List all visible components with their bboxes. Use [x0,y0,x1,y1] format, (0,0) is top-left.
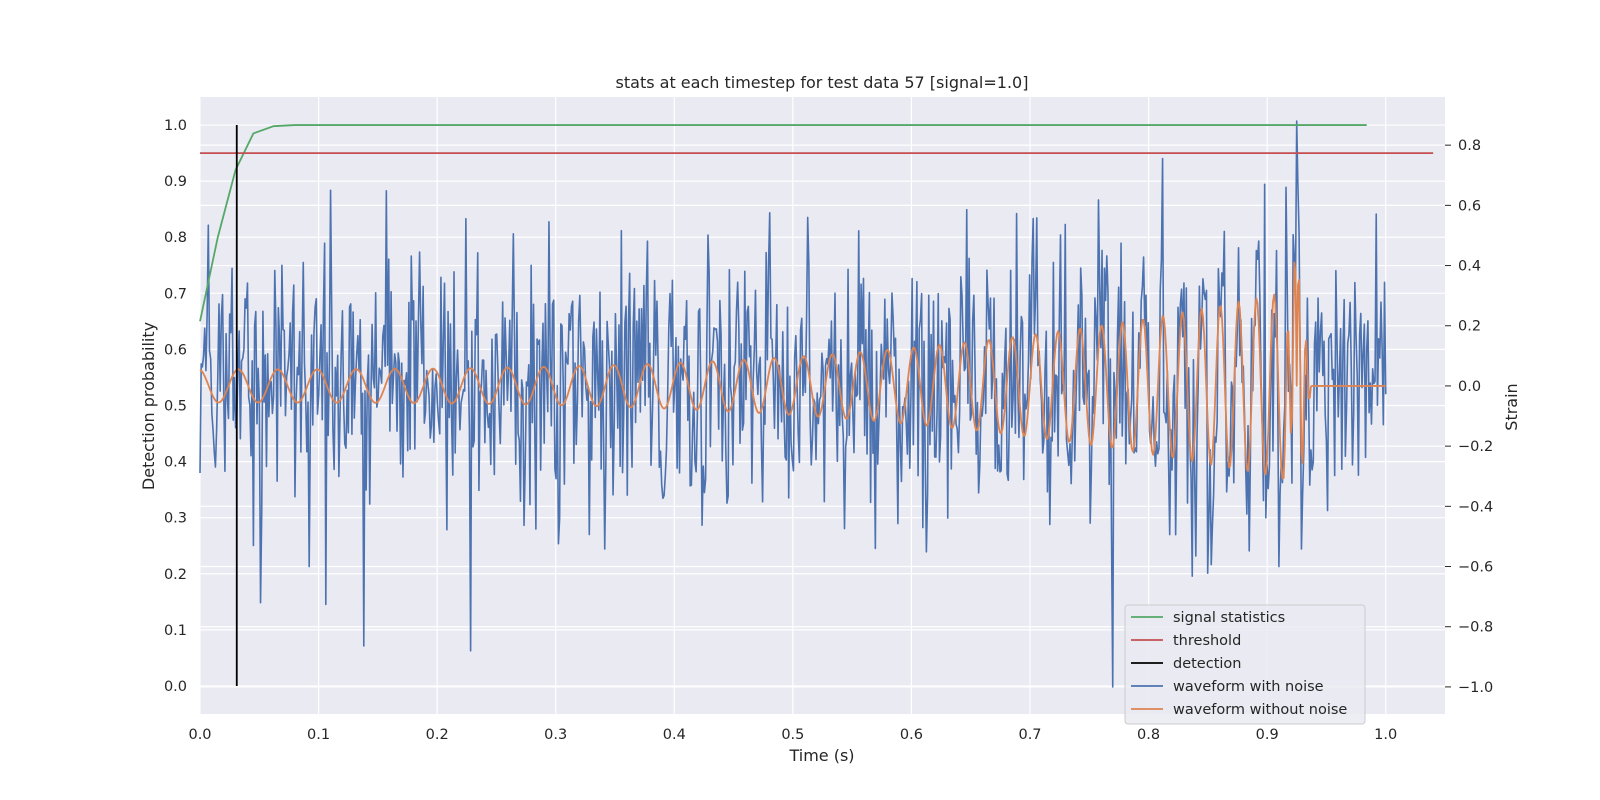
x-tick-label: 1.0 [1374,727,1397,743]
y-tick-label-left: 0.9 [164,174,187,190]
legend-label-signal-statistics: signal statistics [1173,610,1285,626]
chart-title: stats at each timestep for test data 57 … [616,73,1029,92]
y-tick-label-right: −0.4 [1458,499,1493,515]
x-tick-label: 0.9 [1256,727,1279,743]
legend-label-waveform-with-noise: waveform with noise [1173,679,1324,695]
legend-label-threshold: threshold [1173,633,1241,649]
y-tick-label-left: 0.3 [164,511,187,527]
y-tick-label-left: 0.8 [164,230,187,246]
y-tick-label-right: 0.6 [1458,198,1481,214]
y-tick-label-left: 0.6 [164,342,187,358]
legend-label-waveform-without-noise: waveform without noise [1173,702,1347,718]
y-tick-label-right: −1.0 [1458,680,1493,696]
series-lines [199,120,1434,688]
legend-label-detection: detection [1173,656,1241,672]
tick-labels: 0.0 0.1 0.2 0.3 0.4 0.5 0.6 0.7 0.8 0.9 1.0 0.0 0.1 0… [164,118,1493,743]
y-tick-label-right: −0.6 [1458,560,1493,576]
x-axis-label: Time (s) [788,746,854,765]
series-line-signal-statistics [199,124,1367,322]
legend: signal statistics threshold detection wa… [1124,604,1366,725]
x-tick-label: 0.1 [307,727,330,743]
y-tick-label-left: 0.4 [164,455,187,471]
y-axis-label-right: Strain [1502,383,1521,430]
y-tick-label-left: 0.5 [164,399,187,415]
legend-box [1124,604,1366,725]
y-axis-label-left: Detection probability [139,322,158,490]
x-tick-label: 0.3 [544,727,567,743]
x-tick-label: 0.7 [1018,727,1041,743]
x-tick-label: 0.4 [663,727,686,743]
y-tick-label-left: 0.2 [164,567,187,583]
y-tick-label-right: 0.4 [1458,259,1481,275]
y-tick-label-right: 0.2 [1458,319,1481,335]
y-tick-label-left: 1.0 [164,118,187,134]
x-tick-label: 0.0 [188,727,211,743]
y-tick-label-right: −0.8 [1458,620,1493,636]
y-tick-label-left: 0.7 [164,286,187,302]
y-tick-label-right: 0.8 [1458,138,1481,154]
x-tick-label: 0.8 [1137,727,1160,743]
series-line-waveform-with-noise [199,120,1387,688]
y-tick-label-left: 0.0 [164,679,187,695]
x-tick-label: 0.5 [781,727,804,743]
x-tick-label: 0.6 [900,727,923,743]
y-tick-label-left: 0.1 [164,623,187,639]
series-line-waveform-without-noise [199,261,1386,480]
y-tick-label-right: −0.2 [1458,439,1493,455]
x-tick-label: 0.2 [426,727,449,743]
y-tick-label-right: 0.0 [1458,379,1481,395]
